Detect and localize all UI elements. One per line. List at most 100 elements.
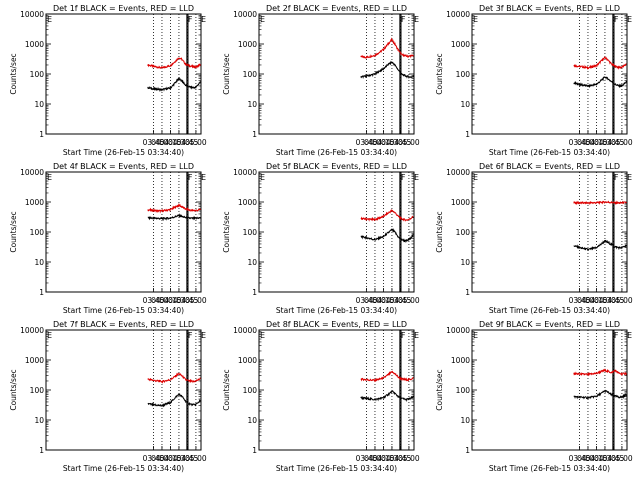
marker-label: E [627, 173, 632, 182]
detector-panel: Det 2f BLACK = Events, RED = LLD 1 10 100 10… [222, 4, 420, 157]
series-events-line [147, 213, 201, 222]
x-tick-label: 04:00 [364, 138, 386, 147]
y-axis-label: Counts/sec [435, 53, 444, 94]
x-tick-label: 04:30 [168, 454, 190, 463]
y-tick-label: 1 [465, 288, 470, 297]
x-tick-label: 04:45 [177, 138, 199, 147]
y-tick-label: 100 [30, 228, 45, 237]
y-tick-label: 10 [34, 416, 44, 425]
y-tick-label: 1000 [25, 356, 44, 365]
y-tick-label: 1000 [451, 198, 470, 207]
detector-panel: Det 4f BLACK = Events, RED = LLD 1 10 100 10… [9, 162, 207, 315]
y-tick-label: 10 [34, 258, 44, 267]
series-lld-line [573, 56, 627, 70]
y-tick-label: 10000 [446, 326, 470, 335]
marker-label: E [414, 331, 419, 340]
x-tick-label: 05:00 [611, 296, 633, 305]
x-axis-label: Start Time (26-Feb-15 03:34:40) [63, 148, 184, 157]
marker-label: E [627, 15, 632, 24]
y-tick-label: 1 [39, 446, 44, 455]
marker-label: E [47, 331, 52, 340]
y-axis-label: Counts/sec [435, 369, 444, 410]
series-events-line [360, 389, 414, 402]
plot-frame [471, 171, 628, 293]
x-tick-label: 04:15 [373, 296, 395, 305]
x-tick-label: 05:00 [398, 138, 420, 147]
x-tick-label: 04:00 [151, 454, 173, 463]
marker-label: F [188, 15, 193, 24]
y-tick-label: 1 [252, 288, 257, 297]
y-axis-label: Counts/sec [9, 211, 18, 252]
series-lld-line [573, 200, 627, 206]
x-tick-label: 05:00 [611, 138, 633, 147]
panel-title: Det 1f BLACK = Events, RED = LLD [53, 4, 194, 13]
marker-label: F [614, 173, 619, 182]
x-axis-label: Start Time (26-Feb-15 03:34:40) [276, 306, 397, 315]
y-tick-label: 10000 [233, 326, 257, 335]
marker-label: F [188, 331, 193, 340]
marker-label: E [260, 15, 265, 24]
y-tick-label: 100 [30, 70, 45, 79]
panel-title: Det 4f BLACK = Events, RED = LLD [53, 162, 194, 171]
marker-label: F [401, 331, 406, 340]
panel-title: Det 5f BLACK = Events, RED = LLD [266, 162, 407, 171]
panel-title: Det 2f BLACK = Events, RED = LLD [266, 4, 407, 13]
marker-label: E [473, 331, 478, 340]
plot-frame [258, 171, 415, 293]
x-tick-label: 03:45 [356, 296, 378, 305]
x-tick-label: 05:00 [398, 296, 420, 305]
marker-label: F [401, 173, 406, 182]
panel-title: Det 6f BLACK = Events, RED = LLD [479, 162, 620, 171]
y-tick-label: 10 [247, 100, 257, 109]
marker-label: F [614, 331, 619, 340]
x-tick-label: 04:15 [160, 138, 182, 147]
x-tick-label: 04:45 [177, 454, 199, 463]
x-tick-label: 05:00 [185, 454, 207, 463]
series-lld-line [573, 368, 627, 377]
y-tick-label: 1000 [238, 40, 257, 49]
y-tick-label: 1 [252, 446, 257, 455]
y-tick-label: 10000 [20, 168, 44, 177]
x-tick-label: 04:15 [373, 454, 395, 463]
y-axis-label: Counts/sec [222, 369, 231, 410]
marker-label: E [201, 331, 206, 340]
marker-label: E [414, 15, 419, 24]
y-tick-label: 1 [39, 288, 44, 297]
x-tick-label: 04:15 [160, 296, 182, 305]
x-tick-label: 03:45 [143, 296, 165, 305]
y-tick-label: 1000 [25, 40, 44, 49]
x-tick-label: 04:15 [586, 454, 608, 463]
marker-label: E [260, 173, 265, 182]
series-events-line [573, 239, 627, 251]
x-tick-label: 04:00 [151, 296, 173, 305]
marker-label: F [614, 15, 619, 24]
detector-panel: Det 8f BLACK = Events, RED = LLD 1 10 100 10… [222, 320, 420, 473]
y-tick-label: 10000 [233, 168, 257, 177]
x-tick-label: 03:45 [569, 138, 591, 147]
y-tick-label: 1 [252, 130, 257, 139]
y-tick-label: 10 [460, 416, 470, 425]
y-tick-label: 1 [465, 130, 470, 139]
detector-panel: Det 1f BLACK = Events, RED = LLD 1 10 100 10… [9, 4, 207, 157]
x-tick-label: 04:45 [390, 296, 412, 305]
y-tick-label: 1000 [238, 356, 257, 365]
plot-frame [45, 329, 202, 451]
x-tick-label: 04:45 [603, 454, 625, 463]
series-lld-line [360, 209, 414, 222]
series-lld-line [147, 372, 201, 384]
series-lld-line [147, 202, 201, 214]
x-tick-label: 05:00 [611, 454, 633, 463]
x-tick-label: 05:00 [185, 138, 207, 147]
x-axis-label: Start Time (26-Feb-15 03:34:40) [63, 306, 184, 315]
series-events-line [360, 228, 414, 243]
marker-label: E [260, 331, 265, 340]
x-tick-label: 04:30 [381, 454, 403, 463]
series-events-line [573, 76, 627, 89]
x-tick-label: 04:30 [594, 138, 616, 147]
x-tick-label: 03:45 [356, 138, 378, 147]
x-tick-label: 03:45 [143, 454, 165, 463]
x-axis-label: Start Time (26-Feb-15 03:34:40) [276, 148, 397, 157]
plot-frame [45, 171, 202, 293]
y-tick-label: 10000 [446, 168, 470, 177]
x-tick-label: 04:00 [364, 296, 386, 305]
